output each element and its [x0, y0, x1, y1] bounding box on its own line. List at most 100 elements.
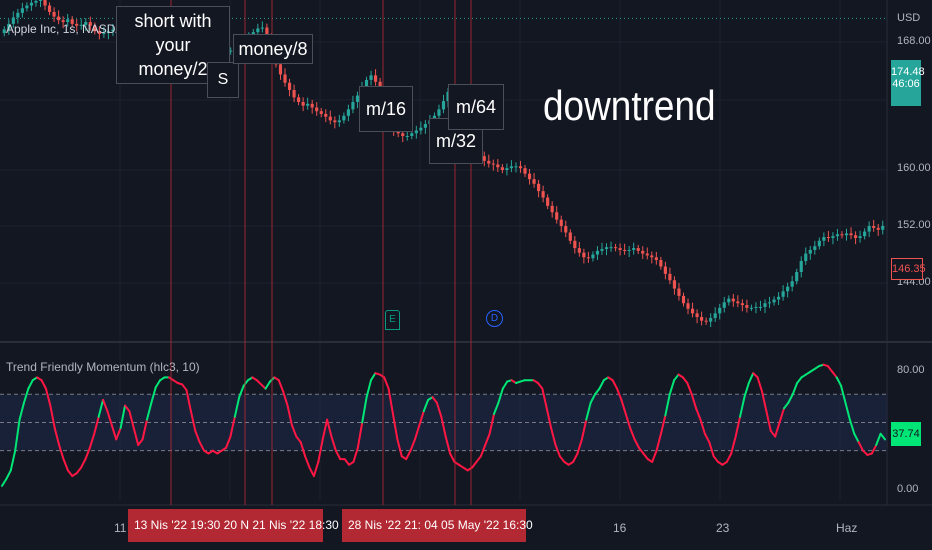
currency-label: USD — [897, 12, 921, 24]
dividend-marker-icon[interactable]: D — [486, 310, 503, 327]
candle-body — [786, 286, 790, 292]
annotation-hidden-note[interactable]: S — [207, 62, 239, 98]
candle-body — [229, 50, 233, 52]
momentum-segment — [132, 427, 140, 447]
momentum-segment — [299, 441, 307, 458]
momentum-segment — [229, 415, 236, 438]
momentum-segment — [189, 410, 197, 432]
symbol-title[interactable]: Apple Inc, 1s, NASDAQ — [6, 22, 133, 36]
candle-body — [668, 273, 672, 281]
momentum-segment — [686, 382, 693, 396]
momentum-segment — [765, 410, 772, 432]
momentum-segment — [383, 376, 390, 390]
candle-body — [654, 257, 658, 261]
momentum-segment — [796, 376, 803, 385]
candle-body — [677, 288, 681, 296]
candle-body — [546, 197, 550, 206]
momentum-segment — [317, 438, 324, 463]
momentum-segment — [471, 460, 478, 469]
momentum-segment — [787, 393, 794, 404]
candle-body — [559, 219, 563, 227]
time-range-highlight: 28 Nis '22 21: 04 05 May '22 16:30 — [342, 509, 533, 542]
candle-body — [106, 31, 110, 34]
annotation-downtrend[interactable]: downtrend — [543, 82, 716, 129]
momentum-segment — [84, 446, 91, 461]
candle-body — [410, 133, 414, 136]
candle-body — [111, 29, 115, 32]
candle-body — [749, 307, 754, 309]
candle-body — [586, 257, 590, 259]
candle-body — [650, 255, 654, 258]
candle-body — [491, 163, 495, 165]
candle-body — [604, 247, 609, 250]
candle-body — [627, 249, 631, 251]
candle-body — [595, 250, 600, 255]
candle-body — [609, 247, 613, 249]
annotation-m-64[interactable]: m/64 — [448, 84, 504, 130]
momentum-segment — [308, 466, 315, 478]
candle-body — [52, 11, 56, 17]
momentum-segment — [778, 407, 785, 424]
candle-body — [831, 236, 835, 238]
candle-body — [11, 17, 15, 24]
momentum-segment — [370, 372, 377, 382]
annotation-m-16[interactable]: m/16 — [359, 86, 413, 132]
momentum-segment — [620, 398, 627, 416]
candle-body — [636, 248, 640, 251]
candle-body — [75, 23, 79, 26]
momentum-segment — [703, 432, 711, 444]
momentum-segment — [594, 387, 601, 396]
momentum-segment — [826, 365, 834, 373]
low-price-tag: 146.35 — [891, 258, 926, 280]
momentum-segment — [853, 432, 860, 444]
momentum-segment — [664, 393, 671, 417]
momentum-segment — [734, 415, 742, 438]
momentum-segment — [145, 401, 153, 421]
candle-body — [351, 102, 355, 110]
candle-body — [437, 109, 441, 116]
candle-body — [310, 103, 314, 108]
annotation-short-with-your-money[interactable]: short with your money/2 — [116, 6, 230, 84]
momentum-segment — [484, 432, 491, 447]
momentum-segment — [391, 413, 399, 441]
candle-body — [16, 12, 20, 18]
candle-body — [38, 0, 43, 1]
candle-body — [93, 25, 97, 32]
candle-body — [799, 260, 803, 272]
candle-body — [681, 295, 686, 304]
candle-body — [487, 160, 491, 164]
momentum-segment — [444, 435, 452, 455]
annotation-money-8[interactable]: money/8 — [233, 34, 313, 64]
momentum-segment — [431, 396, 438, 404]
candle-body — [577, 248, 581, 253]
momentum-segment — [255, 379, 263, 386]
candle-body — [342, 115, 346, 121]
candle-body — [695, 313, 699, 318]
candle-body — [265, 27, 269, 39]
momentum-segment — [106, 410, 113, 427]
candle-body — [102, 33, 106, 35]
candle-body — [555, 212, 559, 220]
time-tick: 16 — [613, 521, 627, 535]
momentum-segment — [352, 446, 359, 463]
momentum-segment — [312, 460, 320, 478]
candle-body — [514, 166, 518, 168]
momentum-segment — [611, 379, 619, 390]
candle-body — [808, 249, 812, 254]
indicator-title[interactable]: Trend Friendly Momentum (hlc3, 10) — [6, 360, 200, 374]
candle-body — [613, 247, 618, 249]
momentum-segment — [875, 432, 882, 447]
last-price-tag: 174.48 46:06 — [891, 60, 925, 106]
momentum-segment — [66, 469, 74, 478]
candle-body — [840, 234, 844, 236]
momentum-segment — [405, 449, 412, 461]
candle-body — [700, 317, 704, 321]
momentum-segment — [128, 410, 135, 430]
earnings-marker-icon[interactable]: E — [385, 310, 400, 330]
momentum-segment — [558, 455, 566, 463]
candle-body — [518, 166, 523, 169]
candle-body — [500, 167, 504, 170]
momentum-segment — [488, 413, 496, 435]
candle-body — [301, 102, 305, 106]
